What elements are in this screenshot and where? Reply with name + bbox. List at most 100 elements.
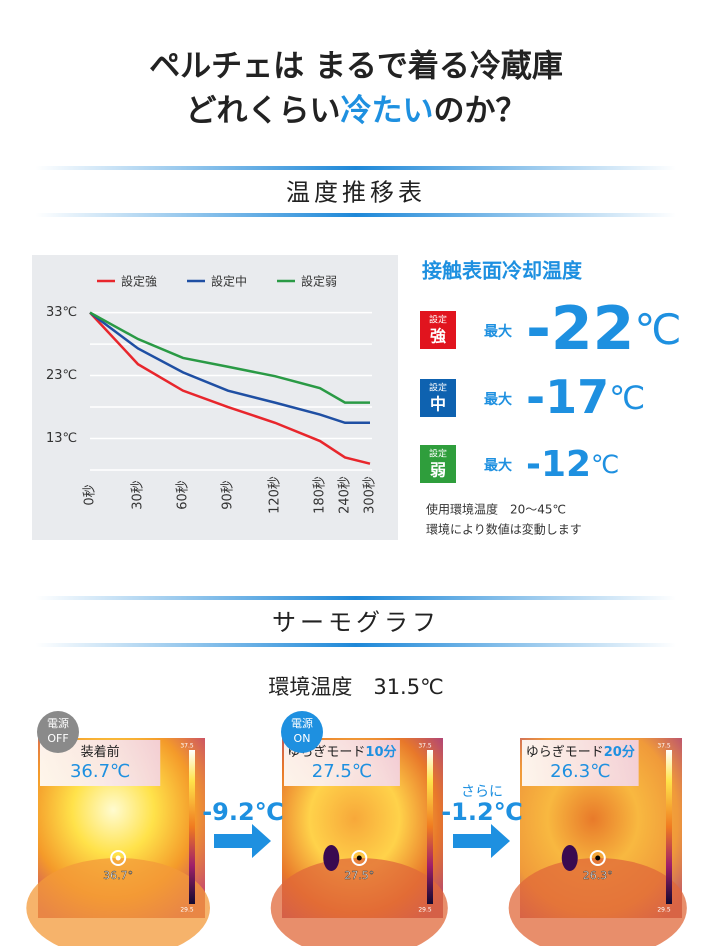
setting-level: 強 [430, 327, 446, 346]
scale-min: 29.5 [657, 907, 671, 914]
max-label: 最大 [484, 391, 512, 408]
series-line [89, 311, 370, 425]
scale-max: 37.5 [180, 743, 194, 750]
series-line [89, 311, 370, 404]
legend-label: 設定強 [121, 274, 157, 289]
spot-temp: 26.3° [583, 869, 613, 882]
setting-label: 設定 [429, 382, 447, 394]
image-temp: 27.5℃ [312, 761, 372, 782]
delta-prefix: さらに [461, 784, 503, 800]
max-value: -22℃ [526, 294, 682, 364]
divider [36, 643, 676, 647]
x-tick-label: 60秒 [176, 480, 191, 510]
power-badge [281, 711, 323, 753]
arrow [214, 824, 271, 858]
x-tick-label: 120秒 [268, 476, 283, 514]
title-highlight: 冷たい [341, 93, 434, 129]
x-tick-label: 180秒 [313, 476, 328, 514]
setting-badge [420, 311, 456, 349]
x-tick-label: 0秒 [83, 484, 98, 505]
value-unit: ℃ [591, 450, 619, 479]
section-title: 温度推移表 [286, 179, 426, 207]
setting-level: 弱 [430, 461, 446, 480]
label-box [522, 740, 639, 786]
spot-marker [351, 850, 368, 866]
y-tick-label: 33℃ [46, 305, 77, 320]
ambient-temp: 環境温度 31.5℃ [268, 675, 443, 699]
setting-level: 中 [430, 395, 446, 414]
x-tick-label: 30秒 [131, 480, 146, 510]
power-badge-text: ON [294, 732, 311, 745]
max-value: -12℃ [526, 444, 619, 485]
x-tick-label: 300秒 [363, 476, 378, 514]
legend-label: 設定弱 [301, 274, 337, 289]
x-tick-label: 90秒 [221, 480, 236, 510]
color-scale [189, 750, 195, 904]
value-unit: ℃ [609, 379, 645, 417]
spot-dot [356, 855, 362, 861]
divider [36, 166, 676, 170]
image-temp: 26.3℃ [550, 761, 610, 782]
cold-spot [561, 845, 578, 871]
image-label: ゆらぎモード20分 [526, 744, 635, 760]
label-main: ゆらぎモード [526, 745, 604, 760]
power-badge-text: OFF [47, 732, 68, 745]
title-line: ペルチェは まるで着る冷蔵庫 [149, 49, 563, 85]
note: 環境により数値は変動します [426, 522, 582, 537]
series-line [89, 311, 371, 465]
cooling-title: 接触表面冷却温度 [422, 259, 583, 283]
spot-dot [595, 855, 601, 861]
delta-value: -1.2℃ [441, 798, 523, 826]
label-time: 20分 [604, 744, 635, 760]
value-unit: ℃ [634, 305, 681, 354]
x-tick-label: 240秒 [338, 476, 353, 514]
setting-label: 設定 [429, 314, 447, 326]
spot-marker [589, 850, 606, 866]
value-number: -17 [526, 370, 609, 424]
thermal-body [270, 858, 448, 946]
value-number: -12 [526, 444, 591, 485]
thermal-body [26, 858, 210, 946]
power-badge-text: 電源 [47, 716, 69, 730]
image-label: 装着前 [81, 744, 120, 760]
value-number: -22 [526, 294, 634, 364]
max-label: 最大 [484, 323, 512, 340]
y-tick-label: 23℃ [46, 368, 77, 383]
spot-marker [110, 850, 127, 866]
cold-spot [323, 845, 340, 871]
power-badge [37, 711, 79, 753]
image-label: ゆらぎモード10分 [287, 744, 396, 760]
scale-min: 29.5 [418, 907, 432, 914]
divider [36, 213, 676, 217]
y-tick-label: 13℃ [46, 431, 77, 446]
color-scale [666, 750, 672, 904]
image-temp: 36.7℃ [70, 761, 130, 782]
section-title: サーモグラフ [272, 609, 440, 637]
setting-badge [420, 379, 456, 417]
label-main: 装着前 [81, 744, 120, 760]
delta-value: -9.2℃ [202, 798, 284, 826]
thermal-body [508, 858, 687, 946]
max-label: 最大 [484, 457, 512, 474]
note: 使用環境温度 20〜45℃ [426, 502, 566, 517]
spot-temp: 27.5° [344, 869, 374, 882]
label-time: 10分 [365, 744, 396, 760]
setting-label: 設定 [429, 448, 447, 460]
title-part: どれくらい [186, 93, 341, 129]
title-part: のか？ [434, 93, 527, 129]
setting-badge [420, 445, 456, 483]
color-scale [427, 750, 433, 904]
legend-label: 設定中 [211, 274, 247, 289]
scale-max: 37.5 [418, 743, 432, 750]
scale-max: 37.5 [657, 743, 671, 750]
divider [36, 596, 676, 600]
spot-temp: 36.7° [103, 869, 133, 882]
max-value: -17℃ [526, 370, 645, 424]
power-badge-text: 電源 [291, 716, 313, 730]
title-line: どれくらい冷たいのか？ [186, 93, 527, 129]
spot-dot [115, 855, 121, 861]
scale-min: 29.5 [180, 907, 194, 914]
arrow [453, 824, 510, 858]
